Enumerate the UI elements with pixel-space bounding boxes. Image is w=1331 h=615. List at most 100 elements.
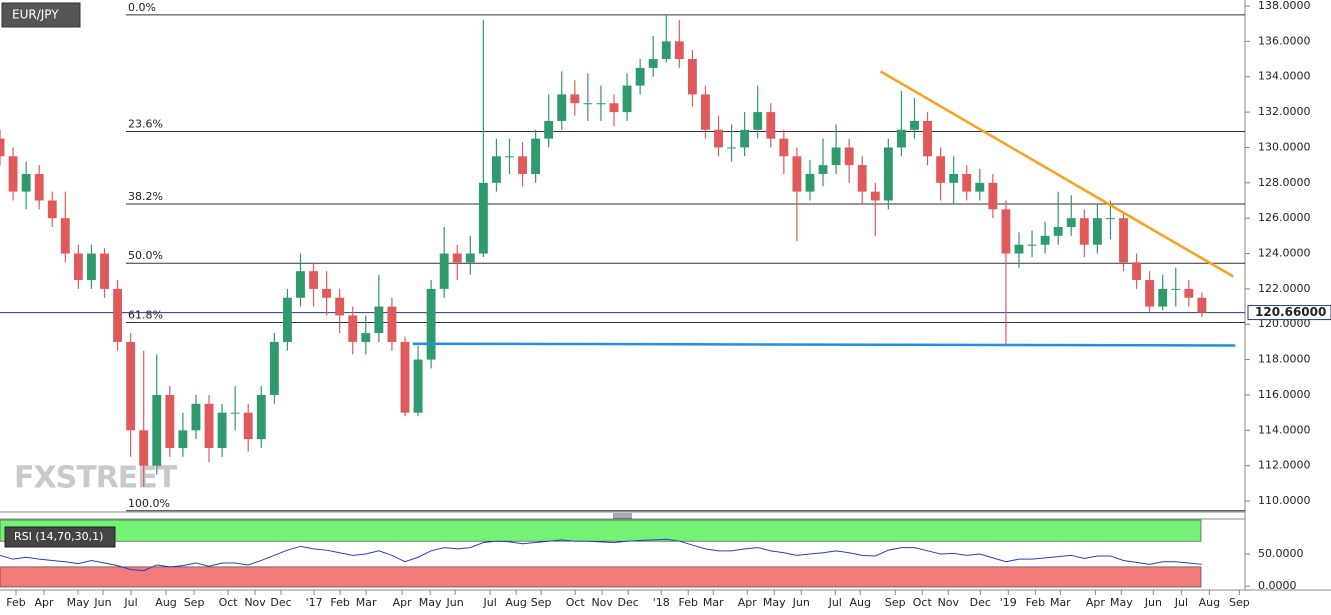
y-tick-label: 136.0000 — [1258, 34, 1311, 47]
candle-body — [439, 253, 449, 289]
x-tick-label: Feb — [330, 596, 349, 609]
candle-body — [8, 156, 18, 192]
candle-body — [740, 129, 750, 148]
x-tick-label: Nov — [591, 596, 613, 609]
trendline — [412, 342, 1236, 347]
y-tick-label: 112.0000 — [1258, 459, 1311, 472]
candle-body — [387, 306, 397, 342]
candle-body — [792, 156, 802, 192]
candle-body — [1119, 218, 1128, 263]
x-tick-label: Jul — [828, 596, 842, 609]
x-tick-label: Sep — [1229, 596, 1250, 609]
candle-body — [87, 253, 96, 281]
x-tick-label: Apr — [393, 596, 413, 609]
x-tick-label: Oct — [566, 596, 586, 609]
candle-body — [531, 138, 541, 174]
x-tick-label: Dec — [618, 596, 639, 609]
x-tick-label: Feb — [6, 596, 25, 609]
candle-body — [1184, 288, 1194, 298]
x-tick-label: Sep — [885, 596, 906, 609]
x-tick-label: Dec — [970, 596, 991, 609]
candle-body — [34, 173, 44, 201]
candle-body — [1171, 288, 1181, 290]
title-box — [1, 2, 81, 28]
y-tick-label: 116.0000 — [1258, 388, 1311, 401]
candle-body — [152, 394, 162, 466]
candle-body — [1014, 244, 1024, 254]
candle-body — [557, 94, 567, 121]
fib-label: 100.0% — [128, 497, 170, 510]
candle-body — [753, 112, 763, 130]
candle-body — [465, 253, 475, 263]
x-tick-label: Aug — [1199, 596, 1220, 609]
x-tick-label: Aug — [155, 596, 176, 609]
candle-body — [204, 403, 214, 448]
y-tick-label: 126.0000 — [1258, 211, 1311, 224]
x-tick-label: May — [67, 596, 90, 609]
candle-body — [374, 306, 384, 334]
candle-body — [570, 94, 580, 104]
candle-body — [1040, 235, 1050, 245]
y-tick-label: 118.0000 — [1258, 353, 1311, 366]
rsi-y-tick-label: 0.0000 — [1258, 579, 1297, 592]
candle-body — [413, 359, 423, 413]
x-tick-label: Jun — [1144, 596, 1162, 609]
watermark: FXSTREET — [14, 461, 178, 496]
candle-body — [230, 412, 240, 414]
candle-body — [962, 173, 972, 192]
x-tick-label: Apr — [1086, 596, 1106, 609]
candle-body — [779, 138, 789, 157]
candle-body — [661, 41, 671, 60]
y-tick-label: 110.0000 — [1258, 494, 1311, 507]
x-tick-label: May — [419, 596, 442, 609]
rsi-line — [0, 538, 1202, 572]
candle-body — [518, 156, 528, 174]
last-price-box — [1247, 305, 1331, 321]
candle-body — [857, 165, 867, 192]
candle-body — [923, 120, 932, 157]
x-tick-label: Oct — [913, 596, 933, 609]
candle-body — [1197, 297, 1207, 313]
candle-body — [113, 288, 123, 342]
candle-body — [0, 138, 5, 157]
candle-body — [139, 430, 149, 466]
candle-body — [1001, 209, 1011, 254]
x-tick-label: Jun — [446, 596, 464, 609]
rsi-title: RSI (14,70,30,1) — [14, 530, 103, 543]
x-tick-label: Aug — [850, 596, 871, 609]
candle-body — [73, 253, 83, 281]
candle-body — [596, 103, 606, 105]
candle-body — [883, 147, 893, 201]
candle-body — [296, 271, 305, 298]
y-tick-label: 122.0000 — [1258, 282, 1311, 295]
x-tick-label: '17 — [306, 596, 323, 609]
x-tick-label: Feb — [678, 596, 697, 609]
candle-body — [400, 341, 410, 413]
candle-body — [910, 120, 919, 130]
candle-body — [870, 191, 880, 201]
candle-body — [256, 394, 266, 440]
x-tick-label: Jul — [1174, 596, 1188, 609]
candle-body — [217, 412, 227, 448]
x-tick-label: Jun — [93, 596, 111, 609]
x-tick-label: Oct — [219, 596, 239, 609]
candle-body — [322, 288, 332, 298]
rsi-oversold-zone — [0, 566, 1202, 588]
y-tick-label: 138.0000 — [1258, 0, 1311, 12]
splitter-handle[interactable] — [613, 513, 632, 519]
candle-body — [452, 253, 462, 263]
candle-body — [988, 182, 998, 210]
candle-body — [191, 403, 201, 431]
fib-label: 50.0% — [128, 249, 163, 262]
candle-body — [1027, 244, 1037, 246]
y-tick-label: 134.0000 — [1258, 70, 1311, 83]
candle-body — [309, 271, 318, 289]
candle-body — [348, 315, 358, 342]
x-tick-label: May — [1110, 596, 1133, 609]
chart-title: EUR/JPY — [12, 8, 59, 22]
candle-body — [544, 120, 554, 139]
candle-body — [505, 156, 514, 158]
candle-body — [491, 156, 501, 183]
trendline — [879, 70, 1234, 278]
candle-body — [936, 156, 946, 183]
